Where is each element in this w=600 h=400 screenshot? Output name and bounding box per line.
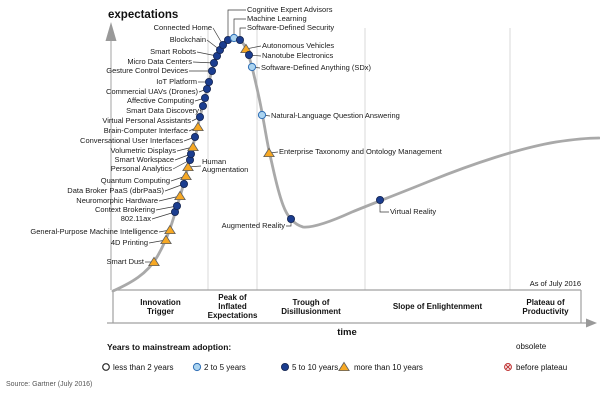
tech-marker-augmented-reality	[286, 214, 295, 223]
tech-marker-smart-workspace	[186, 149, 195, 158]
legend-marker-5-to-10-years	[280, 362, 289, 371]
tech-marker-software-defined-security	[235, 36, 244, 45]
legend-title: Years to mainstream adoption:	[107, 342, 232, 352]
tech-label-human-augmentation: Human Augmentation	[202, 156, 249, 174]
tech-marker-data-broker-paas	[179, 179, 188, 188]
tech-marker-enterprise-taxonomy-and-ontology-management	[263, 147, 275, 157]
tech-label-802-11ax: 802.11ax	[120, 213, 151, 223]
tech-marker-gesture-control-devices	[207, 67, 216, 76]
leader-line-software-defined-security	[239, 27, 246, 40]
leader-line-cognitive-expert-advisors	[227, 9, 246, 40]
leader-line-machine-learning	[233, 18, 246, 38]
phase-label-trough-of-disillusionment: Trough of Disillusionment	[281, 297, 341, 316]
phase-label-slope-of-enlightenment: Slope of Enlightenment	[392, 302, 483, 311]
tech-label-brain-computer-interface: Brain-Computer Interface	[103, 125, 188, 135]
tech-label-data-broker-paas: Data Broker PaaS (dbrPaaS)	[67, 185, 164, 195]
legend-label-2-to-5-years: 2 to 5 years	[204, 362, 246, 372]
tech-label-cognitive-expert-advisors: Cognitive Expert Advisors	[247, 4, 333, 14]
legend-marker-less-than-2-years	[102, 363, 110, 371]
tech-marker-quantum-computing	[180, 170, 192, 180]
legend-label-5-to-10-years: 5 to 10 years	[292, 362, 339, 372]
y-axis-label: expectations	[108, 9, 179, 21]
tech-label-gesture-control-devices: Gesture Control Devices	[106, 65, 188, 75]
tech-marker-connected-home	[218, 41, 227, 50]
tech-label-micro-data-centers: Micro Data Centers	[127, 56, 192, 66]
tech-label-enterprise-taxonomy-and-ontology-management: Enterprise Taxonomy and Ontology Managem…	[279, 146, 442, 156]
tech-label-virtual-reality: Virtual Reality	[390, 206, 437, 216]
tech-marker-neuromorphic-hardware	[174, 190, 186, 200]
source-credit: Source: Gartner (July 2016)	[6, 381, 93, 388]
tech-label-iot-platform: IoT Platform	[156, 76, 197, 86]
tech-label-software-defined-security: Software-Defined Security	[247, 22, 335, 32]
tech-marker-virtual-personal-assistants	[195, 113, 204, 122]
tech-marker-volumetric-displays	[187, 141, 199, 151]
leader-line-virtual-reality	[379, 200, 389, 213]
tech-label-quantum-computing: Quantum Computing	[100, 175, 170, 185]
tech-label-smart-workspace: Smart Workspace	[114, 154, 174, 164]
legend-label-above-obsolete-before-plateau: obsolete	[516, 341, 547, 351]
tech-marker-nanotube-electronics	[244, 51, 253, 60]
tech-label-blockchain: Blockchain	[169, 34, 206, 44]
tech-label-virtual-personal-assistants: Virtual Personal Assistants	[102, 115, 191, 125]
tech-label-commercial-uavs-drones: Commercial UAVs (Drones)	[106, 86, 198, 96]
tech-marker-conversational-user-interfaces	[190, 132, 199, 141]
tech-label-personal-analytics: Personal Analytics	[110, 163, 172, 173]
phase-label-peak-of-inflated-expectations: Peak of Inflated Expectations	[207, 293, 258, 320]
tech-label-augmented-reality: Augmented Reality	[221, 220, 285, 230]
tech-marker-micro-data-centers	[209, 59, 218, 68]
tech-label-context-brokering: Context Brokering	[94, 204, 155, 214]
x-axis-label: time	[337, 327, 357, 338]
tech-label-affective-computing: Affective Computing	[127, 95, 194, 105]
tech-marker-commercial-uavs-drones	[202, 85, 211, 94]
tech-marker-virtual-reality	[375, 195, 384, 204]
tech-marker-smart-data-discovery	[198, 102, 207, 111]
phase-label-innovation-trigger: Innovation Trigger	[140, 297, 181, 316]
legend-marker-more-than-10-years	[338, 361, 350, 371]
tech-label-4d-printing: 4D Printing	[110, 237, 148, 247]
legend-marker-obsolete-before-plateau	[504, 363, 512, 371]
phase-label-plateau-of-productivity: Plateau of Productivity	[522, 297, 569, 316]
tech-label-natural-language-question-answering: Natural-Language Question Answering	[271, 110, 400, 120]
tech-label-smart-data-discovery: Smart Data Discovery	[126, 105, 199, 115]
tech-label-connected-home: Connected Home	[153, 22, 212, 32]
tech-marker-natural-language-question-answering	[257, 110, 267, 120]
tech-marker-software-defined-anything	[247, 62, 257, 72]
y-axis-arrow-icon	[105, 22, 117, 41]
tech-label-autonomous-vehicles: Autonomous Vehicles	[262, 40, 335, 50]
legend-label-less-than-2-years: less than 2 years	[113, 362, 174, 372]
tech-marker-affective-computing	[200, 94, 209, 103]
legend-marker-2-to-5-years	[192, 362, 202, 372]
tech-label-nanotube-electronics: Nanotube Electronics	[262, 50, 334, 60]
hype-curve	[111, 36, 600, 293]
as-of-date: As of July 2016	[529, 279, 581, 288]
legend-label-more-than-10-years: more than 10 years	[354, 362, 423, 372]
tech-label-conversational-user-interfaces: Conversational User Interfaces	[80, 135, 183, 145]
tech-marker-general-purpose-machine-intelligence	[164, 224, 176, 234]
tech-label-software-defined-anything: Software-Defined Anything (SDx)	[261, 62, 372, 72]
x-axis-arrow-icon	[586, 318, 597, 328]
tech-label-smart-robots: Smart Robots	[150, 46, 196, 56]
tech-marker-brain-computer-interface	[192, 121, 204, 131]
legend-label-obsolete-before-plateau: before plateau	[516, 362, 568, 372]
tech-marker-smart-dust	[148, 256, 160, 266]
tech-marker-iot-platform	[204, 78, 213, 87]
tech-label-volumetric-displays: Volumetric Displays	[110, 145, 176, 155]
tech-marker-context-brokering	[172, 201, 181, 210]
tech-label-smart-dust: Smart Dust	[106, 256, 144, 266]
tech-marker-human-augmentation	[182, 161, 194, 171]
tech-label-machine-learning: Machine Learning	[247, 13, 307, 23]
leader-line-802-11ax	[151, 211, 176, 220]
tech-marker-4d-printing	[160, 234, 172, 244]
tech-label-general-purpose-machine-intelligence: General-Purpose Machine Intelligence	[30, 226, 158, 236]
tech-label-neuromorphic-hardware: Neuromorphic Hardware	[76, 195, 158, 205]
